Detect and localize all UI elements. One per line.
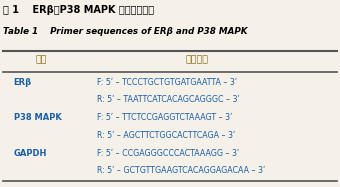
Text: P38 MAPK: P38 MAPK bbox=[14, 113, 61, 122]
Text: R: 5ʹ – AGCTTCTGGCACTTCAGA – 3ʹ: R: 5ʹ – AGCTTCTGGCACTTCAGA – 3ʹ bbox=[97, 131, 235, 140]
Text: 基因: 基因 bbox=[35, 55, 47, 64]
Text: GAPDH: GAPDH bbox=[14, 149, 47, 158]
Text: F: 5ʹ – CCGAGGGCCCACTAAAGG – 3ʹ: F: 5ʹ – CCGAGGGCCCACTAAAGG – 3ʹ bbox=[97, 149, 239, 158]
Text: ERβ: ERβ bbox=[14, 78, 32, 87]
Text: 引物序列: 引物序列 bbox=[186, 55, 209, 64]
Text: R: 5ʹ – GCTGTTGAAGTCACAGGAGACAA – 3ʹ: R: 5ʹ – GCTGTTGAAGTCACAGGAGACAA – 3ʹ bbox=[97, 166, 265, 175]
Text: R: 5ʹ – TAATTCATCACAGCAGGGC – 3ʹ: R: 5ʹ – TAATTCATCACAGCAGGGC – 3ʹ bbox=[97, 95, 240, 104]
Text: Table 1    Primer sequences of ERβ and P38 MAPK: Table 1 Primer sequences of ERβ and P38 … bbox=[3, 27, 248, 36]
Text: F: 5ʹ – TTCTCCGAGGTCTAAAGT – 3ʹ: F: 5ʹ – TTCTCCGAGGTCTAAAGT – 3ʹ bbox=[97, 113, 232, 122]
Text: 表 1    ERβ、P38 MAPK 基因引物序列: 表 1 ERβ、P38 MAPK 基因引物序列 bbox=[3, 5, 154, 15]
Text: F: 5ʹ – TCCCTGCTGTGATGAATTA – 3ʹ: F: 5ʹ – TCCCTGCTGTGATGAATTA – 3ʹ bbox=[97, 78, 237, 87]
